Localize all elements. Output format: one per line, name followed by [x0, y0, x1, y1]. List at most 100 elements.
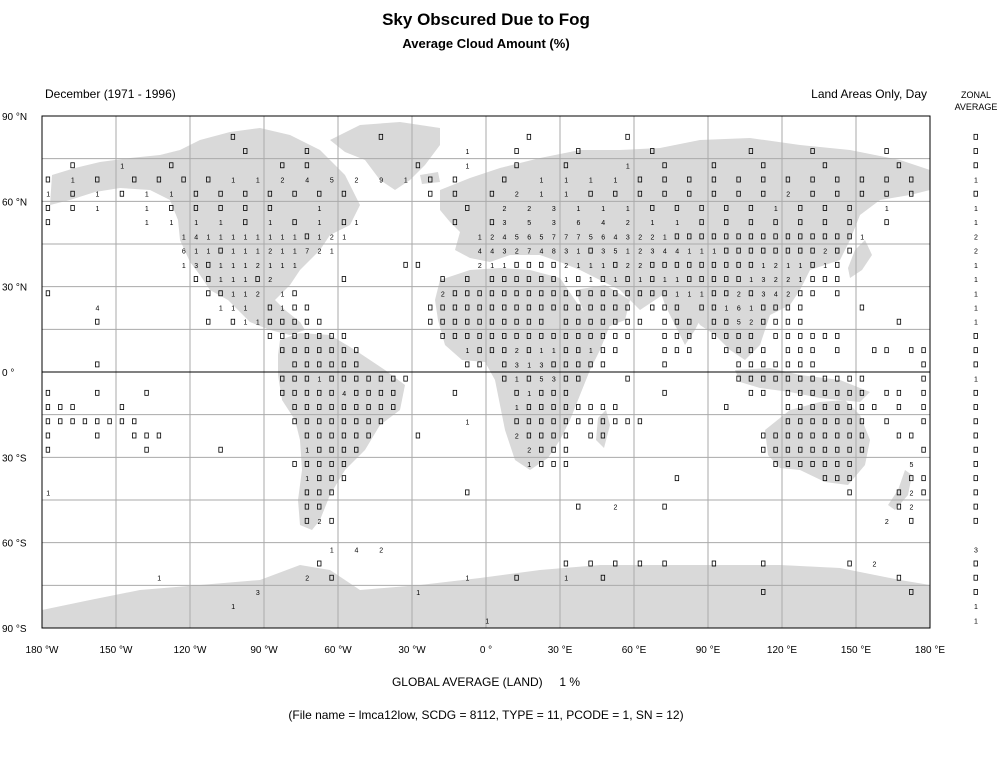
cell-zero-marker [502, 361, 507, 368]
cell-zero-marker [637, 418, 643, 425]
cell-zero-marker [45, 432, 51, 439]
cell-zero-marker [551, 261, 556, 268]
cell-zero-marker [539, 446, 544, 453]
cell-zero-marker [773, 233, 778, 240]
cell-value-label: 1 [219, 263, 223, 270]
cell-value-label: 1 [207, 234, 211, 241]
cell-zero-marker [428, 304, 433, 311]
cell-zero-marker [45, 404, 51, 410]
cell-value-label: 1 [478, 234, 482, 241]
cell-value-label: 1 [663, 234, 667, 241]
cell-value-label: 1 [244, 263, 248, 270]
cell-zero-marker [822, 389, 828, 396]
cell-zero-marker [761, 304, 766, 311]
cell-zero-marker [748, 347, 754, 354]
cell-zero-marker [588, 247, 593, 254]
cell-zero-marker [613, 318, 618, 325]
cell-zero-marker [736, 276, 741, 282]
cell-zero-marker [847, 247, 852, 254]
cell-zero-marker [588, 333, 593, 339]
cell-zero-marker [761, 247, 766, 254]
zonal-zero-marker [973, 133, 978, 140]
cell-zero-marker [329, 418, 334, 425]
cell-value-label: 1 [281, 263, 285, 270]
cell-zero-marker [341, 432, 347, 439]
south-america-shape [278, 333, 405, 530]
cell-zero-marker [859, 375, 865, 382]
cell-value-label: 1 [749, 277, 753, 284]
cell-zero-marker [785, 432, 791, 439]
cell-zero-marker [563, 304, 569, 311]
cell-value-label: 1 [46, 192, 50, 199]
zonal-zero-marker [973, 389, 978, 396]
latitude-ticks: 90 °N 60 °N 30 °N 0 ° 30 °S 60 °S 90 °S [2, 112, 27, 635]
indonesia-shape [735, 368, 870, 402]
cell-zero-marker [280, 389, 285, 396]
cell-zero-marker [835, 247, 840, 254]
cell-zero-marker [699, 304, 704, 311]
india-shape [660, 288, 710, 345]
cell-zero-marker [193, 205, 199, 211]
cell-value-label: 1 [626, 206, 630, 213]
cell-value-label: 2 [305, 576, 309, 583]
cell-zero-marker [576, 276, 581, 282]
cell-value-label: 4 [355, 547, 359, 554]
cell-zero-marker [896, 489, 902, 496]
cell-value-label: 5 [515, 234, 519, 241]
cell-zero-marker [711, 318, 717, 325]
cell-value-label: 5 [737, 320, 741, 327]
cell-zero-marker [341, 276, 347, 282]
cell-zero-marker [822, 404, 828, 410]
cell-zero-marker [354, 375, 359, 382]
cell-zero-marker [304, 375, 310, 382]
cell-zero-marker [847, 375, 852, 382]
cell-zero-marker [674, 475, 680, 482]
cell-value-label: 1 [120, 163, 124, 170]
cell-zero-marker [514, 148, 519, 154]
zonal-average-column: 1 1 1 2 2 1 1 1 1 1 1 3 1 1 [973, 133, 978, 625]
cell-zero-marker [785, 446, 791, 453]
cell-zero-marker [724, 347, 729, 354]
cell-value-label: 1 [46, 490, 50, 497]
cell-value-label: 2 [564, 263, 568, 270]
latitude-tick-label: 30 °S [2, 453, 27, 464]
cell-zero-marker [847, 432, 852, 439]
zonal-header-line2: AVERAGE [954, 102, 998, 112]
cell-value-label: 5 [589, 234, 593, 241]
cell-zero-marker [428, 176, 433, 183]
cell-zero-marker [847, 233, 852, 240]
cell-zero-marker [600, 333, 606, 339]
cell-zero-marker [465, 276, 470, 282]
zonal-header-line1: ZONAL [960, 90, 991, 100]
cell-zero-marker [391, 404, 396, 410]
cell-zero-marker [317, 503, 322, 510]
cell-value-label: 1 [342, 234, 346, 241]
cell-value-label: 1 [330, 547, 334, 554]
cell-zero-marker [859, 404, 865, 410]
cell-zero-marker [909, 432, 914, 439]
cell-zero-marker [366, 432, 371, 439]
global-average-label: GLOBAL AVERAGE (LAND) [391, 675, 543, 689]
cell-zero-marker [699, 205, 704, 211]
cell-zero-marker [909, 176, 914, 183]
cell-zero-marker [169, 205, 174, 211]
cell-zero-marker [95, 389, 100, 396]
cell-zero-marker [822, 375, 828, 382]
cell-zero-marker [452, 389, 458, 396]
cell-zero-marker [662, 261, 667, 268]
cell-zero-marker [243, 148, 248, 154]
cell-value-label: 1 [503, 263, 507, 270]
longitude-tick-label: 30 °E [548, 645, 573, 656]
cell-zero-marker [514, 290, 519, 297]
cell-zero-marker [785, 375, 791, 382]
cell-value-label: 2 [318, 519, 322, 526]
zonal-value-label: 1 [974, 206, 978, 213]
cell-value-label: 2 [749, 320, 753, 327]
cell-zero-marker [502, 290, 507, 297]
madagascar-shape [596, 410, 610, 448]
cell-zero-marker [859, 418, 865, 425]
cell-value-label: 1 [589, 277, 593, 284]
cell-zero-marker [317, 361, 322, 368]
cell-value-label: 1 [293, 263, 297, 270]
cell-zero-marker [711, 276, 717, 282]
